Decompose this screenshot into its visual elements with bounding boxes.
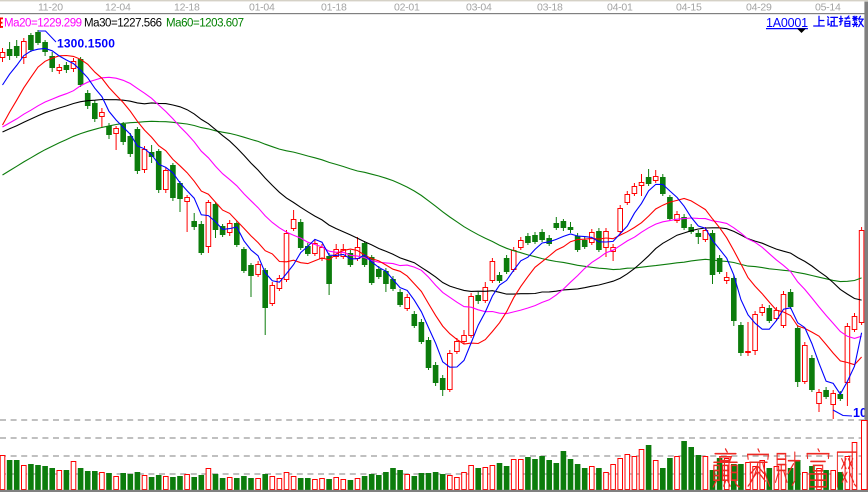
svg-text:05-14: 05-14: [815, 2, 841, 14]
svg-text:01-04: 01-04: [249, 2, 275, 14]
svg-text:01-18: 01-18: [321, 2, 347, 14]
svg-text:10: 10: [853, 406, 867, 420]
svg-text:Ma30=1227.566: Ma30=1227.566: [84, 18, 162, 30]
svg-text:11-20: 11-20: [38, 2, 63, 14]
svg-text:03-04: 03-04: [466, 2, 492, 14]
svg-text:04-01: 04-01: [607, 2, 633, 14]
svg-text:04-15: 04-15: [676, 2, 702, 14]
svg-text:02-01: 02-01: [394, 2, 420, 14]
svg-text:04-29: 04-29: [746, 2, 772, 14]
svg-text:03-18: 03-18: [537, 2, 563, 14]
svg-text:Ma20=1229.299: Ma20=1229.299: [4, 18, 82, 30]
svg-text:12-04: 12-04: [105, 2, 131, 14]
svg-text:1300.1500: 1300.1500: [57, 37, 115, 51]
svg-text:1A0001: 1A0001: [766, 16, 808, 30]
svg-text:Ma60=1203.607: Ma60=1203.607: [166, 18, 244, 30]
svg-text:12-18: 12-18: [174, 2, 200, 14]
